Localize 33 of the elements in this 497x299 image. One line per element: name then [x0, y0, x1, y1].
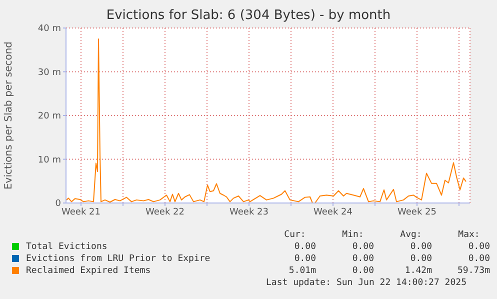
y-tick-label: 20 m: [38, 112, 61, 122]
legend-label: Total Evictions: [26, 241, 108, 253]
text: 0.00: [409, 241, 433, 253]
text: Last update: Sun Jun 22 14:00:27 2025: [266, 277, 468, 289]
text: 0.00: [293, 253, 317, 265]
text: 0.00: [351, 253, 375, 265]
text: Avg:: [399, 229, 423, 241]
y-axis-title: Evictions per Slab per second: [4, 41, 15, 190]
y-tick-label: 40 m: [38, 24, 61, 34]
text: 5.01m: [288, 265, 317, 277]
text: Min:: [341, 229, 365, 241]
x-tick-label: Week 21: [62, 207, 100, 218]
text: 0.00: [467, 253, 491, 265]
x-tick-label: Week 25: [398, 207, 436, 218]
text: 1.42m: [404, 265, 433, 277]
text: 0.00: [351, 265, 375, 277]
text: Max:: [457, 229, 481, 241]
y-tick-label: 10 m: [38, 155, 61, 166]
text: 0.00: [467, 241, 491, 253]
text: 0.00: [293, 241, 317, 253]
line-series: [66, 38, 466, 203]
x-tick-label: Week 23: [230, 207, 268, 218]
text: Cur:: [283, 229, 307, 241]
legend-label: Evictions from LRU Prior to Expire: [26, 253, 212, 265]
chart-title: Evictions for Slab: 6 (304 Bytes) - by month: [105, 8, 392, 23]
text: 59.73m: [456, 265, 491, 277]
y-tick-label: 0: [55, 199, 62, 210]
text: 0.00: [409, 253, 433, 265]
text: 0.00: [351, 241, 375, 253]
x-tick-label: Week 24: [314, 207, 353, 218]
y-tick-label: 30 m: [38, 68, 61, 78]
legend-label: Reclaimed Expired Items: [26, 265, 152, 277]
x-tick-label: Week 22: [146, 207, 184, 218]
